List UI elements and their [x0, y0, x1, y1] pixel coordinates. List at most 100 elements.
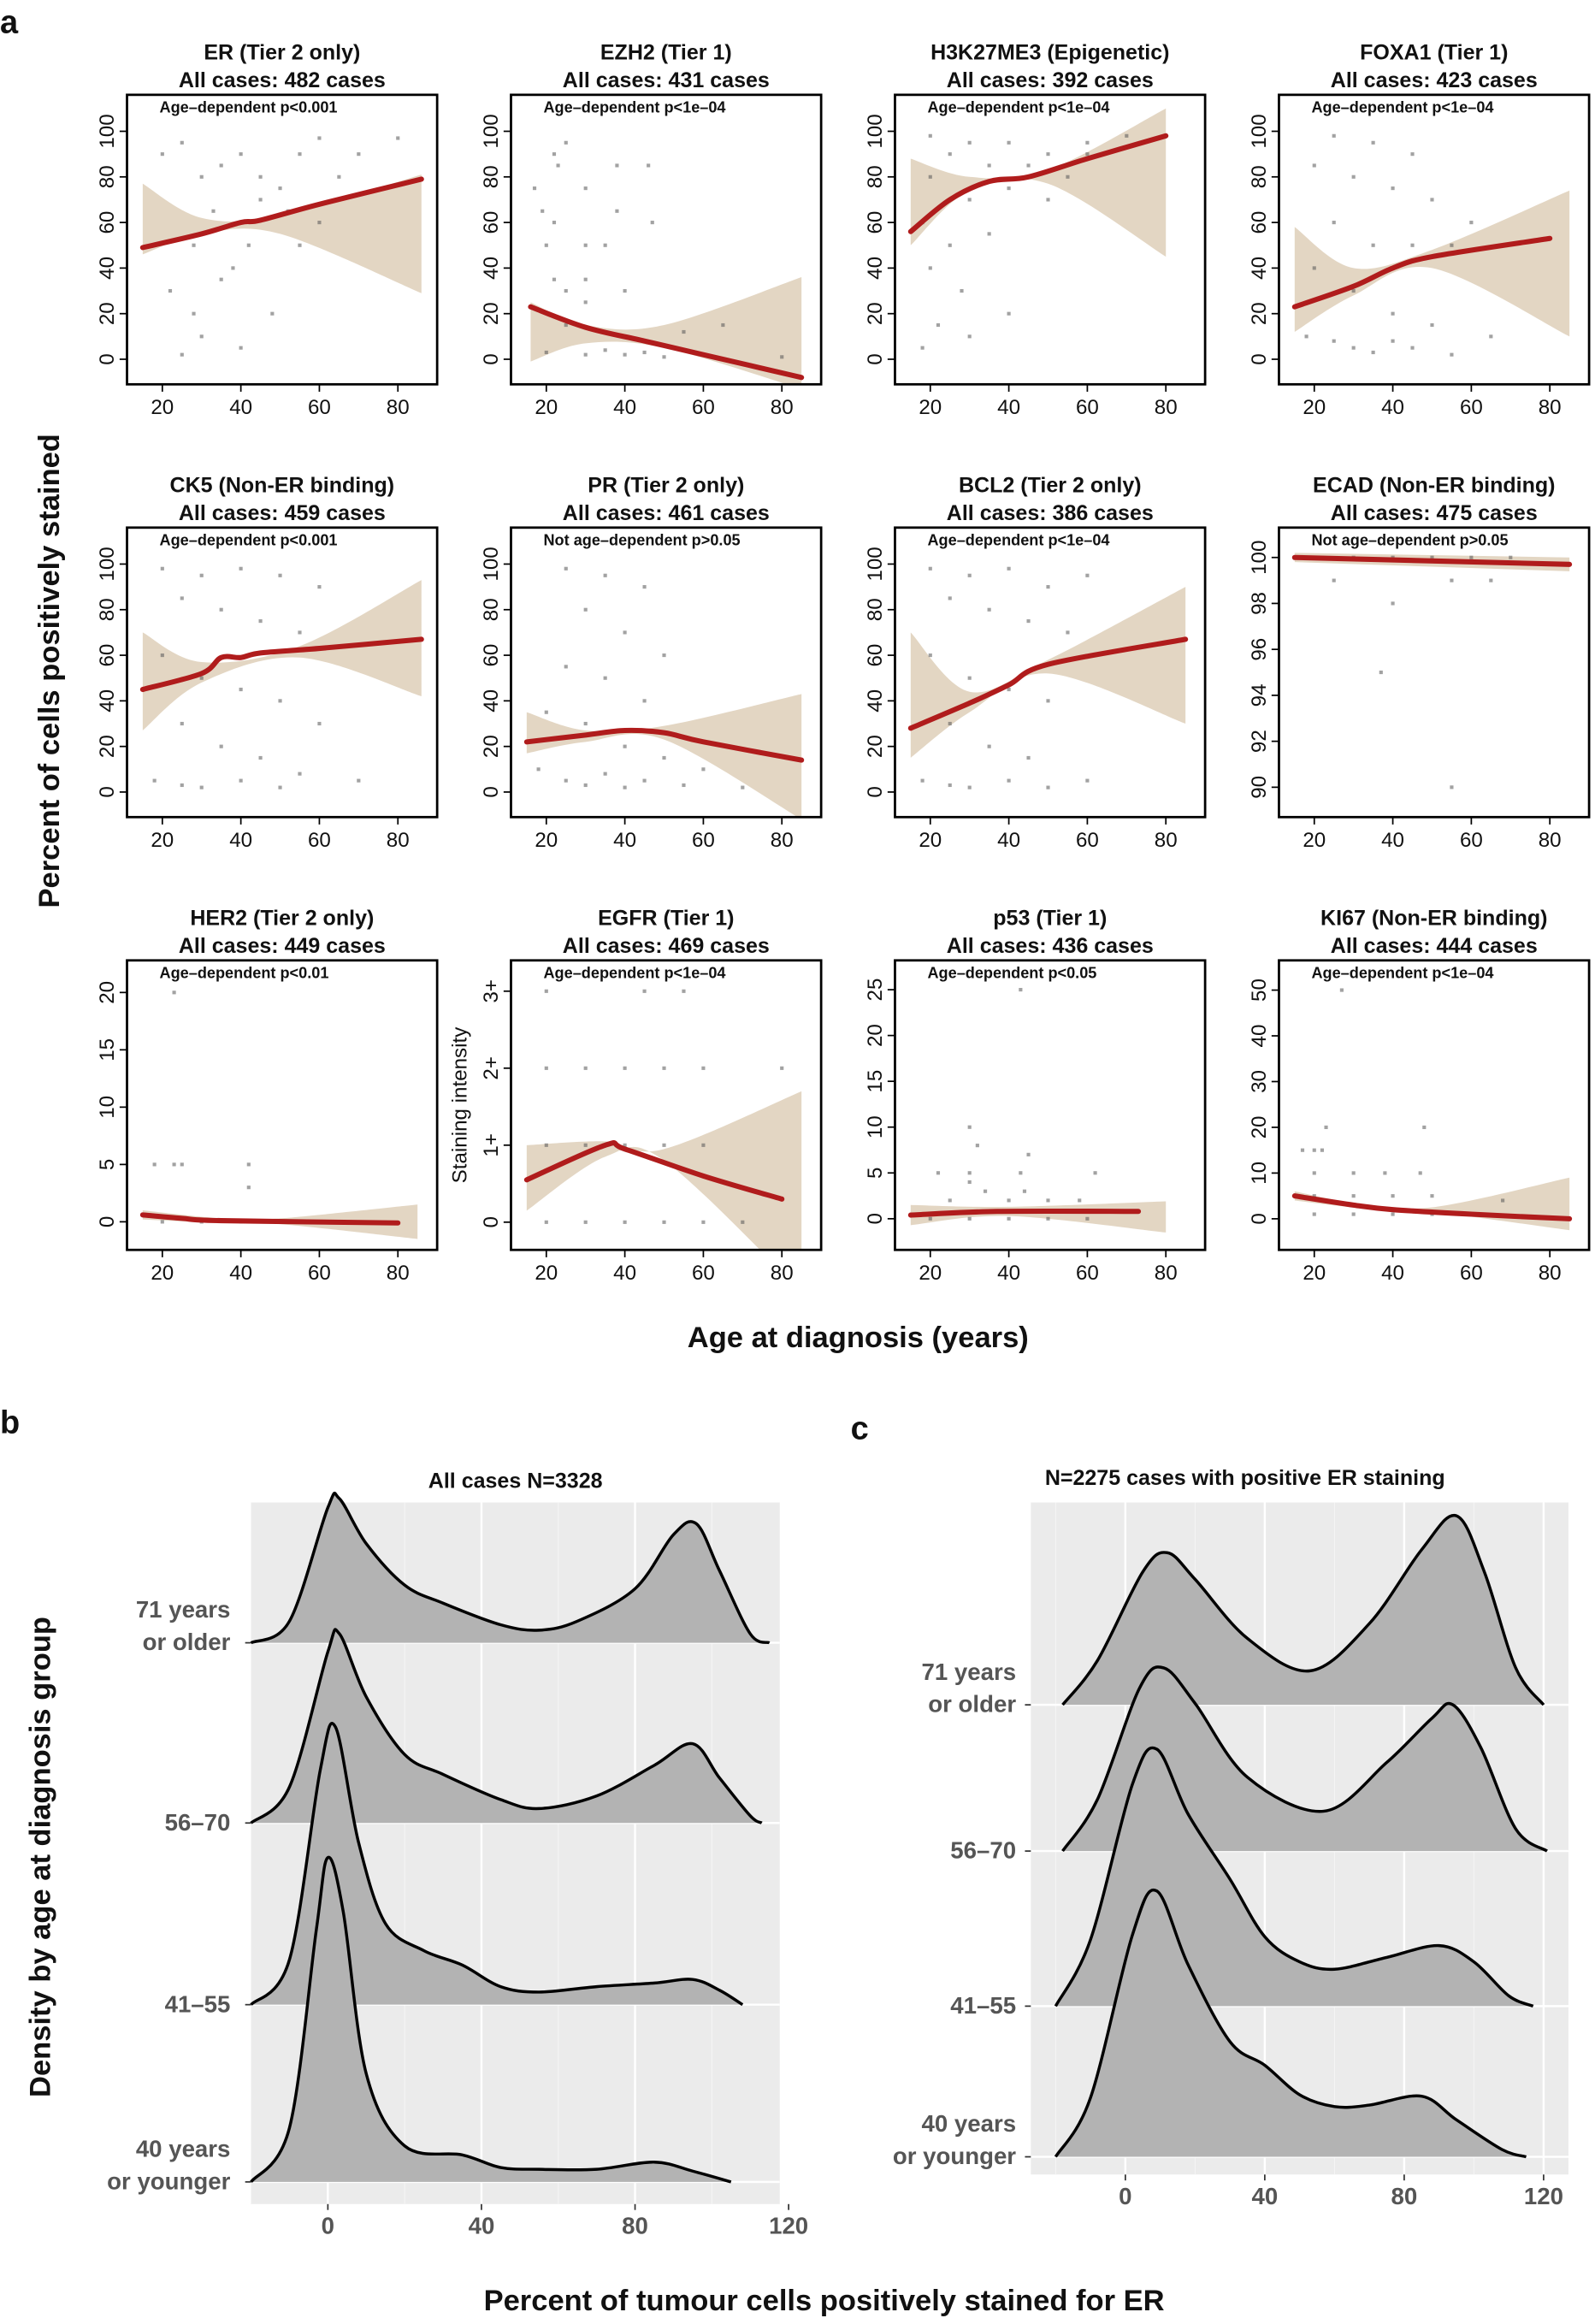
plot-frame	[126, 93, 439, 386]
data-point	[615, 163, 619, 168]
data-point	[583, 277, 588, 281]
plot-area	[139, 566, 424, 789]
data-point	[180, 596, 184, 600]
y-tick-label: 0	[864, 353, 887, 364]
x-tick-label: 40	[997, 396, 1020, 419]
data-point	[278, 699, 282, 703]
data-point	[603, 348, 607, 352]
x-tick-label: 80	[771, 829, 794, 852]
data-point	[298, 152, 302, 157]
data-point	[583, 783, 588, 788]
trend-line	[139, 176, 424, 251]
data-point	[231, 266, 235, 270]
p-value-annotation: Age–dependent p<0.05	[927, 965, 1096, 982]
ridgeline-panel-c: N=2275 cases with positive ER staining 71…	[893, 1466, 1568, 2209]
y-tick-label: 20	[864, 735, 887, 758]
data-point	[1332, 221, 1336, 225]
data-point	[1430, 1194, 1434, 1198]
panel-subtitle: All cases: 431 cases	[563, 68, 770, 92]
density-curve	[1061, 1665, 1548, 1853]
x-tick-label: 80	[387, 829, 410, 852]
data-point	[1391, 339, 1395, 343]
y-tick-label: 60	[864, 211, 887, 234]
x-tick-label: 60	[308, 396, 331, 419]
panel-title: EGFR (Tier 1)	[598, 906, 734, 930]
group-label: 41–55	[950, 1992, 1016, 2019]
x-tick-label: 120	[1524, 2183, 1563, 2209]
trend-line	[1291, 1193, 1573, 1221]
data-point	[967, 785, 972, 789]
data-point	[650, 221, 654, 225]
data-point	[180, 352, 184, 357]
x-tick-label: 80	[1539, 396, 1562, 419]
y-tick-label: 96	[1248, 638, 1271, 661]
data-point	[532, 186, 537, 191]
data-point	[583, 352, 588, 357]
data-point	[278, 186, 282, 191]
trend-line	[907, 1208, 1142, 1218]
data-point	[1324, 1125, 1328, 1130]
data-point	[1085, 152, 1090, 157]
y-tick-label: 40	[864, 257, 887, 280]
data-point	[1509, 555, 1513, 559]
data-point	[270, 311, 275, 316]
data-point	[1450, 352, 1454, 357]
panel-subtitle: All cases: 449 cases	[179, 934, 386, 958]
data-point	[168, 288, 173, 293]
data-point	[967, 198, 972, 202]
data-point	[960, 288, 964, 293]
data-point	[1026, 619, 1031, 624]
data-point	[152, 778, 157, 783]
data-point	[1046, 1216, 1050, 1221]
data-point	[544, 710, 548, 714]
data-point	[199, 174, 204, 179]
data-point	[1489, 578, 1493, 582]
density-area	[251, 1493, 770, 1643]
y-tick-label: 60	[480, 211, 503, 234]
data-point	[1046, 198, 1050, 202]
plot-frame	[510, 526, 823, 819]
panel-bc-y-axis-label: Density by age at diagnosis group	[25, 1617, 57, 2097]
x-tick-label: 80	[1155, 396, 1178, 419]
data-point	[317, 221, 322, 225]
y-tick-label: 40	[1248, 1025, 1271, 1048]
data-point	[603, 243, 607, 247]
data-point	[928, 266, 932, 270]
y-tick-label: 20	[480, 735, 503, 758]
data-point	[1450, 578, 1454, 582]
data-point	[172, 991, 176, 995]
y-tick-label: 20	[96, 981, 119, 1004]
y-tick-label: 10	[1248, 1162, 1271, 1185]
data-point	[180, 783, 184, 788]
data-point	[1332, 578, 1336, 582]
x-tick-label: 80	[387, 396, 410, 419]
data-point	[741, 785, 745, 789]
y-tick-label: 100	[1248, 541, 1271, 575]
data-point	[928, 653, 932, 658]
trend-line	[523, 1140, 785, 1202]
scatter-panel-9: HER2 (Tier 2 only) All cases: 449 cases Ag…	[96, 906, 439, 1285]
y-tick-label: 80	[96, 598, 119, 621]
data-point	[948, 721, 952, 726]
data-point	[1332, 133, 1336, 138]
density-area	[1055, 1889, 1527, 2157]
data-point	[1410, 152, 1415, 157]
data-point	[623, 1220, 627, 1224]
data-point	[1026, 755, 1031, 760]
data-point	[662, 1143, 666, 1147]
data-point	[780, 355, 784, 359]
data-point	[967, 334, 972, 339]
x-tick-label: 20	[535, 1262, 558, 1285]
y-tick-label: 20	[1248, 1116, 1271, 1139]
data-point	[1391, 186, 1395, 191]
panel-subtitle: All cases: 436 cases	[947, 934, 1154, 958]
y-tick-label: 90	[1248, 776, 1271, 799]
data-point	[239, 152, 243, 157]
data-point	[258, 174, 263, 179]
panel-title: PR (Tier 2 only)	[588, 473, 744, 497]
y-tick-label: 20	[96, 302, 119, 325]
data-point	[682, 783, 686, 788]
y-tick-label: 0	[864, 786, 887, 797]
y-tick-label: 100	[864, 114, 887, 148]
x-tick-label: 0	[322, 2212, 334, 2238]
